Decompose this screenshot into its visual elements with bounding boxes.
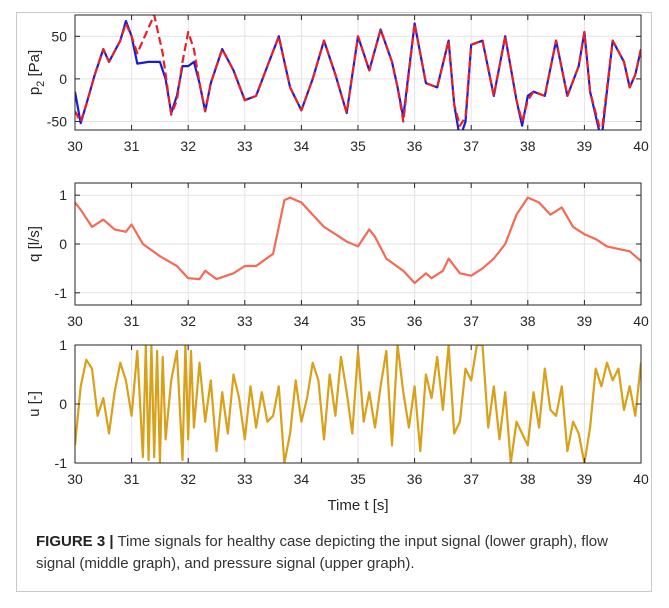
x-tick-label: 40	[633, 313, 649, 329]
x-tick-label: 31	[124, 313, 140, 329]
x-tick-label: 39	[577, 138, 593, 154]
x-tick-label: 30	[67, 138, 83, 154]
x-tick-label: 35	[350, 313, 366, 329]
x-tick-label: 32	[180, 471, 196, 487]
x-tick-label: 40	[633, 471, 649, 487]
x-tick-label: 38	[520, 138, 536, 154]
y-tick-label: 1	[59, 187, 67, 203]
x-tick-label: 36	[407, 138, 423, 154]
panel-3: 30 31 32 33 34 35 36 37 38 39 40 -1 0 1 u [-] Time t [s…	[26, 337, 649, 514]
y-tick-label: 50	[51, 28, 67, 44]
series-line-1	[75, 196, 641, 285]
figure-label: FIGURE 3 |	[36, 533, 114, 550]
x-tick-label: 40	[633, 138, 649, 154]
x-tick-label: 33	[237, 138, 253, 154]
x-tick-label: 34	[294, 313, 310, 329]
x-tick-label: 39	[577, 313, 593, 329]
y-axis-label: q [l/s]	[26, 226, 43, 262]
x-tick-label: 38	[520, 471, 536, 487]
x-tick-label: 38	[520, 313, 536, 329]
y-tick-label: -1	[55, 455, 68, 471]
series-line-1	[75, 345, 641, 463]
figure-caption: FIGURE 3 | Time signals for healthy case…	[36, 531, 636, 575]
x-tick-label: 36	[407, 313, 423, 329]
x-tick-label: 39	[577, 471, 593, 487]
x-tick-label: 31	[124, 138, 140, 154]
figure-caption-text: Time signals for healthy case depicting …	[36, 533, 608, 572]
y-tick-label: 0	[59, 236, 67, 252]
x-tick-label: 33	[237, 313, 253, 329]
x-tick-label: 30	[67, 471, 83, 487]
x-tick-label: 36	[407, 471, 423, 487]
y-tick-label: 0	[59, 396, 67, 412]
x-tick-label: 31	[124, 471, 140, 487]
y-axis-label: p2 [Pa]	[26, 50, 47, 95]
y-tick-label: 1	[59, 337, 67, 353]
x-tick-label: 35	[350, 138, 366, 154]
x-tick-label: 33	[237, 471, 253, 487]
x-tick-label: 32	[180, 313, 196, 329]
x-tick-label: 37	[463, 313, 479, 329]
panel-2: 30 31 32 33 34 35 36 37 38 39 40 -1 0 1 q [l/s]	[26, 182, 649, 329]
x-tick-label: 30	[67, 313, 83, 329]
y-tick-label: -50	[47, 113, 67, 129]
x-tick-label: 32	[180, 138, 196, 154]
y-tick-label: 0	[59, 71, 67, 87]
x-tick-label: 37	[463, 471, 479, 487]
x-tick-label: 34	[294, 138, 310, 154]
x-tick-label: 37	[463, 138, 479, 154]
series-line-1	[75, 19, 641, 130]
y-tick-label: -1	[55, 285, 68, 301]
y-axis-label: u [-]	[26, 391, 43, 417]
figure-frame: 30 31 32 33 34 35 36 37 38 39 40 -50 0 50 p2 [Pa] 30 31 3…	[16, 12, 652, 592]
x-tick-label: 34	[294, 471, 310, 487]
x-axis-label: Time t [s]	[327, 497, 388, 514]
x-tick-label: 35	[350, 471, 366, 487]
